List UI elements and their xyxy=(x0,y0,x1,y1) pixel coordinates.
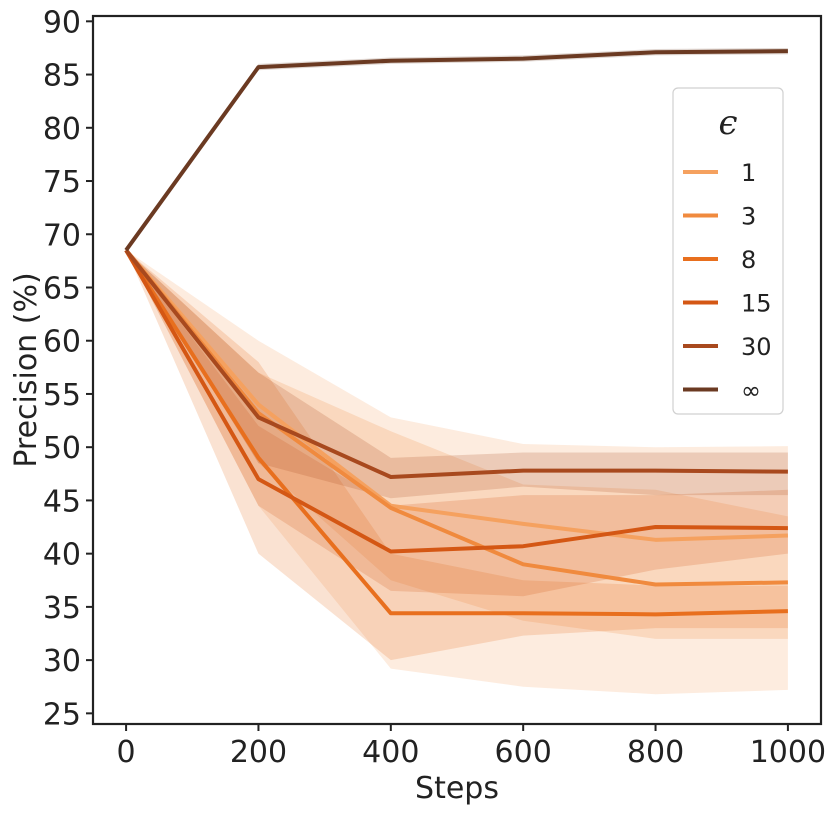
y-tick-label: 60 xyxy=(43,325,81,360)
y-tick-label: 90 xyxy=(43,5,81,40)
x-axis-label: Steps xyxy=(415,771,499,806)
y-tick-label: 35 xyxy=(43,591,81,626)
y-tick-label: 55 xyxy=(43,378,81,413)
y-tick-label: 85 xyxy=(43,59,81,94)
y-tick-label: 75 xyxy=(43,165,81,200)
legend: ϵ 1 3 8 15 30 ∞ xyxy=(672,87,784,415)
band-eps-2 xyxy=(126,250,788,661)
legend-title: ϵ xyxy=(718,103,737,143)
line-eps-0 xyxy=(124,248,788,542)
legend-label: 3 xyxy=(741,203,756,231)
legend-label: 8 xyxy=(741,246,756,274)
series-lines xyxy=(124,49,788,617)
legend-items: 1 3 8 15 30 ∞ xyxy=(683,159,772,405)
x-tick-label: 1000 xyxy=(750,735,826,770)
legend-box xyxy=(672,87,784,415)
y-tick-label: 45 xyxy=(43,484,81,519)
line-eps-1 xyxy=(124,248,788,587)
x-tick-label: 400 xyxy=(362,735,419,770)
legend-label: 30 xyxy=(741,333,772,361)
plot-frame xyxy=(91,14,823,726)
x-axis-ticks: 0 200 400 600 800 1000 xyxy=(117,724,826,770)
legend-label: ∞ xyxy=(741,377,761,405)
x-tick-label: 800 xyxy=(627,735,684,770)
line-eps-2 xyxy=(124,249,788,617)
x-tick-label: 0 xyxy=(117,735,136,770)
x-tick-label: 200 xyxy=(230,735,287,770)
band-eps-1 xyxy=(126,250,788,639)
y-tick-label: 50 xyxy=(43,431,81,466)
y-tick-label: 65 xyxy=(43,271,81,306)
band-eps-3 xyxy=(126,250,788,597)
legend-label: 15 xyxy=(741,290,772,318)
y-tick-label: 30 xyxy=(43,644,81,679)
y-tick-label: 25 xyxy=(43,697,81,732)
y-tick-label: 70 xyxy=(43,218,81,253)
line-eps-4 xyxy=(124,248,788,479)
y-axis-label: Precision (%) xyxy=(9,272,44,467)
y-tick-label: 80 xyxy=(43,112,81,147)
y-tick-label: 40 xyxy=(43,538,81,573)
line-eps-5 xyxy=(124,49,788,252)
y-axis-ticks: 25 30 35 40 45 50 55 60 65 70 75 80 85 90 xyxy=(43,5,93,732)
legend-label: 1 xyxy=(741,159,756,187)
line-eps-3 xyxy=(124,249,788,554)
x-tick-label: 600 xyxy=(495,735,552,770)
